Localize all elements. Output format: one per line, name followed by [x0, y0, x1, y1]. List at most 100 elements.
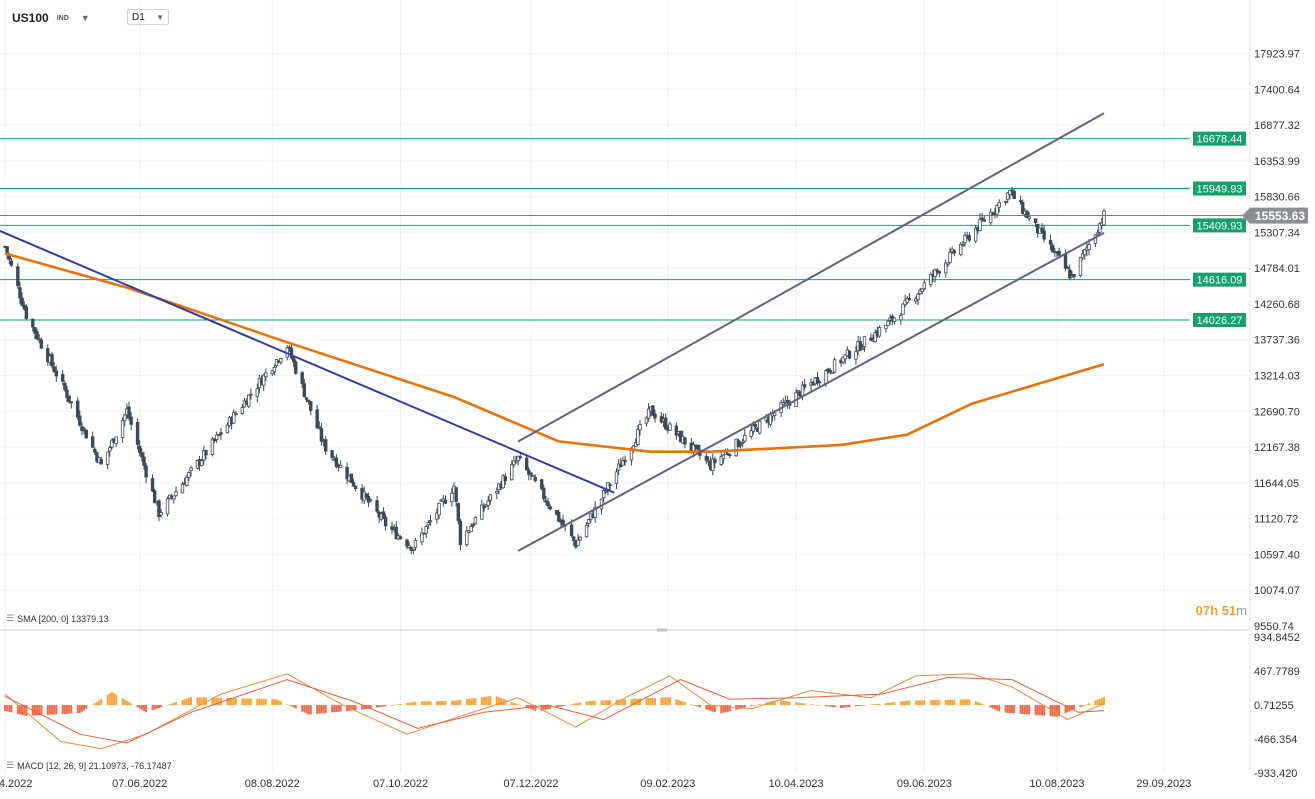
macd-histogram-bar	[33, 705, 36, 716]
macd-histogram-bar	[651, 697, 654, 706]
candle-body	[200, 460, 204, 466]
candle-body	[95, 452, 99, 462]
settings-icon[interactable]: ☰	[6, 613, 15, 623]
candle-body	[366, 495, 371, 503]
candle-body	[450, 492, 454, 503]
price-axis-ticks: 17923.97 17400.64 16877.32 16353.99 15830.66…	[1254, 49, 1300, 634]
sma-indicator-label[interactable]: ☰ SMA [200, 0] 13379.13	[6, 613, 109, 624]
candle-body	[743, 434, 747, 442]
candle-body	[832, 359, 837, 373]
candle-body	[291, 357, 296, 363]
price-tick-label: 13214.03	[1254, 371, 1300, 383]
macd-histogram-bar	[983, 704, 986, 706]
level-label-bg	[1193, 218, 1246, 233]
pane-resize-handle[interactable]	[657, 628, 667, 632]
macd-histogram-bar	[1043, 705, 1046, 716]
macd-histogram-bar	[230, 698, 233, 706]
macd-histogram-bar	[200, 697, 203, 706]
macd-histogram-bar	[555, 705, 558, 708]
macd-histogram-bar	[305, 705, 308, 714]
candle-body	[330, 450, 334, 458]
macd-histogram-bar	[93, 703, 96, 706]
macd-histogram-bar	[696, 705, 699, 707]
macd-axis-ticks: 934.8452 467.7789 0.71255 -466.354 -933.420	[1254, 632, 1300, 780]
candle-body	[353, 485, 358, 489]
candle-body	[338, 464, 343, 468]
symbol-selector[interactable]: US100 IND ▼	[12, 8, 90, 28]
macd-histogram-bar	[361, 705, 364, 710]
candle-body	[608, 484, 612, 487]
date-tick-label: 07.12.2022	[503, 778, 558, 790]
macd-histogram-bar	[393, 704, 396, 706]
candle-body	[157, 500, 161, 518]
candle-body	[899, 315, 903, 321]
candle-body	[105, 451, 110, 465]
macd-histogram-bar	[346, 705, 349, 711]
macd-histogram-bar	[55, 705, 58, 715]
macd-histogram-bar	[290, 705, 293, 707]
candle-body	[202, 450, 206, 461]
macd-indicator-text: MACD [12, 26, 9] 21.10973, -76.17487	[17, 760, 172, 771]
macd-histogram-bar	[914, 700, 917, 706]
price-tick-label: 15830.66	[1254, 192, 1300, 204]
macd-histogram-bar	[260, 698, 263, 706]
candle-body	[1008, 189, 1012, 196]
macd-histogram-bar	[196, 697, 199, 706]
trendlines[interactable]	[0, 112, 1105, 552]
settings-icon[interactable]: ☰	[6, 760, 15, 770]
macd-histogram-bar	[1011, 705, 1014, 714]
macd-histogram-bar	[465, 699, 468, 706]
macd-histogram-bar	[577, 702, 580, 706]
candle-body	[129, 416, 133, 425]
macd-histogram-bar	[758, 704, 761, 706]
macd-histogram-bar	[666, 697, 669, 706]
candle-body	[587, 519, 591, 524]
chevron-down-icon[interactable]: ▼	[80, 13, 90, 23]
macd-histogram-bar	[78, 705, 81, 714]
macd-histogram-bar	[1006, 705, 1009, 713]
timeframe-selector[interactable]: D1 ▼	[127, 9, 169, 25]
macd-histogram-bar	[795, 702, 798, 706]
candle-body	[884, 324, 888, 329]
macd-histogram-bar	[1079, 705, 1082, 707]
macd-histogram-bar	[316, 705, 319, 714]
candle-body	[952, 250, 957, 254]
candle-body	[84, 429, 88, 439]
macd-histogram-bar	[981, 703, 984, 706]
macd-histogram-bar	[1085, 704, 1088, 706]
macd-histogram-bar	[542, 705, 545, 711]
candle-body	[1040, 227, 1044, 232]
macd-histogram-bar	[100, 698, 103, 706]
candle-body	[561, 519, 565, 526]
candle-body	[1068, 269, 1072, 279]
macd-histogram-bar	[414, 701, 417, 706]
macd-histogram-bar	[423, 701, 426, 706]
macd-histogram-bar	[908, 700, 911, 706]
candle-body	[150, 478, 155, 492]
horizontal-levels	[0, 138, 1190, 321]
macd-indicator-label[interactable]: ☰ MACD [12, 26, 9] 21.10973, -76.17487	[6, 760, 172, 771]
macd-histogram-bar	[857, 705, 860, 707]
macd-histogram-bar	[756, 704, 759, 706]
price-tick-label: 16877.32	[1254, 120, 1300, 132]
macd-histogram-bar	[724, 705, 727, 713]
macd-histogram-bar	[512, 702, 515, 706]
symbol-type: IND	[56, 14, 69, 22]
candle-body	[270, 370, 274, 375]
macd-histogram-bar	[728, 705, 731, 712]
candle-body	[127, 406, 131, 419]
symbol-name: US100	[12, 11, 49, 25]
macd-histogram-bar	[427, 701, 430, 706]
candle-body	[469, 526, 473, 533]
candle-body	[1095, 232, 1100, 236]
candles	[3, 186, 1106, 555]
macd-histogram-bar	[525, 705, 528, 708]
candle-body	[1083, 249, 1087, 256]
candle-body	[1072, 273, 1076, 278]
macd-histogram-bar	[1094, 700, 1097, 706]
macd-histogram-bar	[318, 705, 321, 714]
candle-body	[830, 371, 835, 374]
candle-body	[614, 471, 619, 484]
candle-body	[375, 500, 379, 512]
